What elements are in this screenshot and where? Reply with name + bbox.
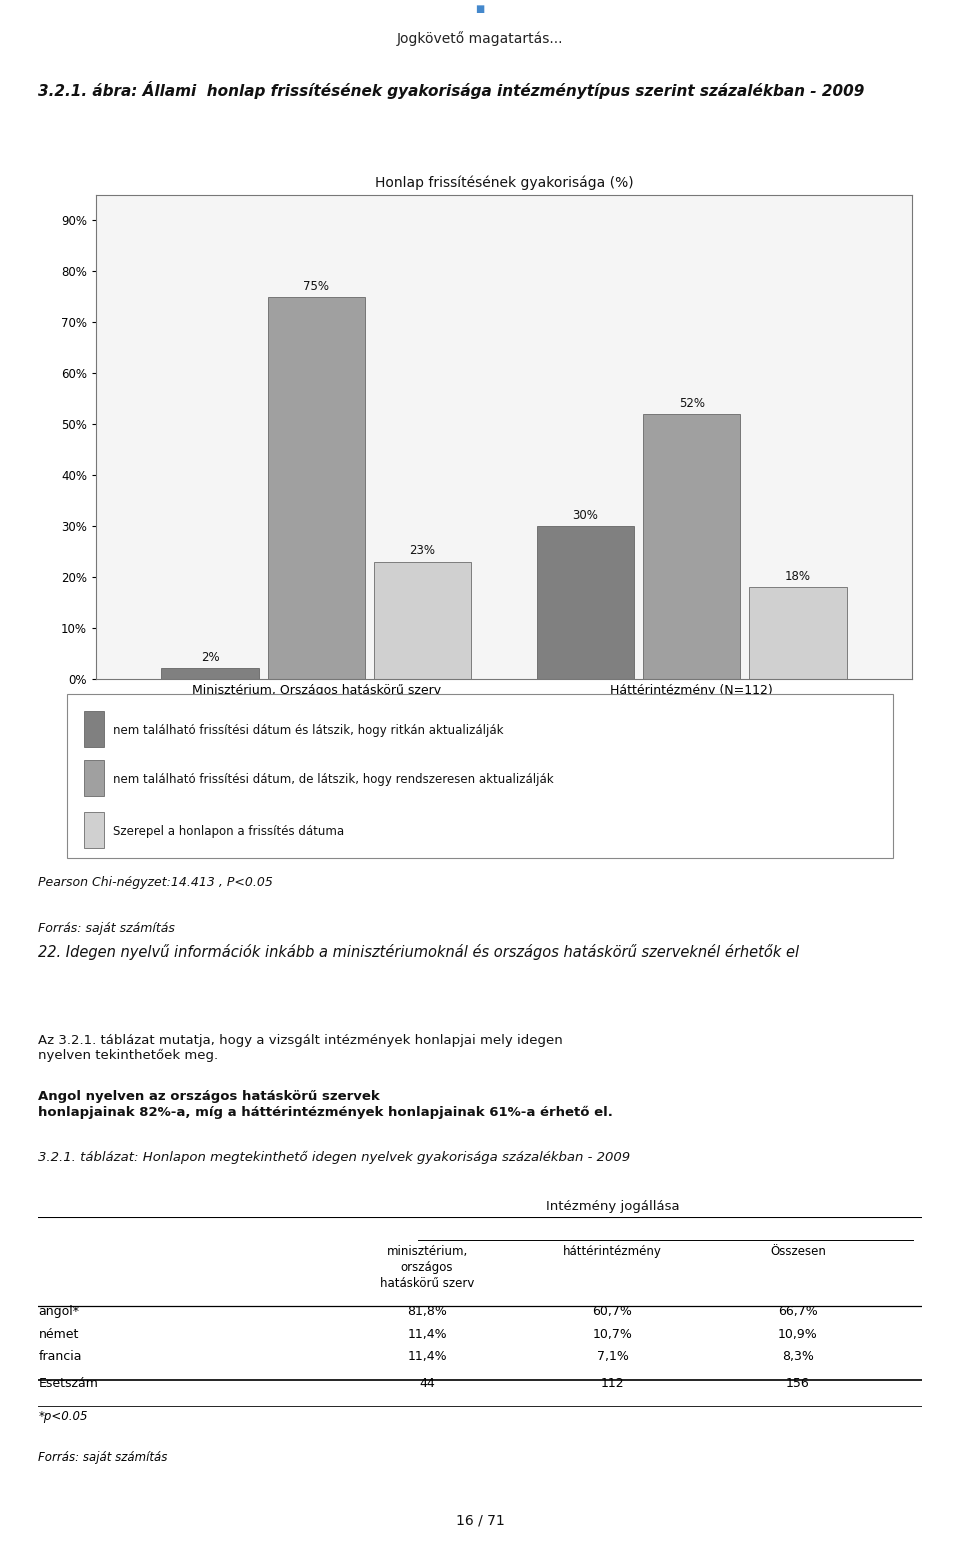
Text: 66,7%: 66,7% (778, 1304, 818, 1318)
Text: 23%: 23% (409, 544, 436, 557)
Text: 52%: 52% (679, 396, 705, 410)
Text: 22. Idegen nyelvű információk inkább a minisztériumoknál és országos hatáskörű s: 22. Idegen nyelvű információk inkább a m… (38, 944, 800, 959)
Text: 3.2.1. táblázat: Honlapon megtekinthető idegen nyelvek gyakorisága százalékban -: 3.2.1. táblázat: Honlapon megtekinthető … (38, 1151, 631, 1164)
Text: 10,7%: 10,7% (592, 1328, 633, 1340)
Text: Pearson Chi-négyzet:14.413 , P<0.05: Pearson Chi-négyzet:14.413 , P<0.05 (38, 877, 274, 889)
Text: háttérintézmény: háttérintézmény (564, 1245, 661, 1259)
Text: minisztérium,
országos
hatáskörű szerv: minisztérium, országos hatáskörű szerv (380, 1245, 474, 1290)
Text: angol*: angol* (38, 1304, 80, 1318)
Text: Az 3.2.1. táblázat mutatja, hogy a vizsgált intézmények honlapjai mely idegen
ny: Az 3.2.1. táblázat mutatja, hogy a vizsg… (38, 1034, 564, 1062)
FancyBboxPatch shape (84, 710, 105, 747)
Text: 81,8%: 81,8% (407, 1304, 447, 1318)
Text: 18%: 18% (784, 569, 811, 583)
Bar (268, 296, 365, 679)
Text: 7,1%: 7,1% (596, 1351, 629, 1363)
Text: Forrás: saját számítás: Forrás: saját számítás (38, 1451, 168, 1465)
FancyBboxPatch shape (84, 813, 105, 849)
Text: 3.2.1. ábra: Állami  honlap frissítésének gyakorisága intézménytípus szerint szá: 3.2.1. ábra: Állami honlap frissítésének… (38, 81, 865, 100)
Text: német: német (38, 1328, 79, 1340)
Text: Összesen: Összesen (770, 1245, 826, 1259)
Text: 60,7%: 60,7% (592, 1304, 633, 1318)
Text: 2%: 2% (201, 652, 220, 665)
Bar (161, 668, 259, 679)
Text: ■: ■ (475, 3, 485, 14)
FancyBboxPatch shape (67, 694, 893, 858)
Text: 16 / 71: 16 / 71 (456, 1513, 504, 1527)
Text: 75%: 75% (303, 279, 329, 293)
Text: 112: 112 (601, 1377, 624, 1390)
Text: francia: francia (38, 1351, 82, 1363)
Text: Intézmény jogállása: Intézmény jogállása (545, 1200, 680, 1214)
Text: Szerepel a honlapon a frissítés dátuma: Szerepel a honlapon a frissítés dátuma (112, 825, 344, 838)
Bar (373, 562, 471, 679)
Text: 156: 156 (786, 1377, 810, 1390)
Text: nem található frissítési dátum, de látszik, hogy rendszeresen aktualizálják: nem található frissítési dátum, de látsz… (112, 772, 553, 786)
Text: 11,4%: 11,4% (407, 1351, 446, 1363)
Bar (749, 587, 847, 679)
Bar (537, 526, 635, 679)
FancyBboxPatch shape (84, 760, 105, 796)
Text: 44: 44 (420, 1377, 435, 1390)
Text: Jogkövető magatartás...: Jogkövető magatartás... (396, 31, 564, 47)
Text: 8,3%: 8,3% (782, 1351, 814, 1363)
Text: 10,9%: 10,9% (778, 1328, 818, 1340)
Text: 11,4%: 11,4% (407, 1328, 446, 1340)
Text: nem található frissítési dátum és látszik, hogy ritkán aktualizálják: nem található frissítési dátum és látszi… (112, 724, 503, 736)
Text: Angol nyelven az országos hatáskörű szervek
honlapjainak 82%-a, míg a háttérinté: Angol nyelven az országos hatáskörű szer… (38, 1090, 613, 1119)
Text: 30%: 30% (573, 509, 598, 521)
Text: Forrás: saját számítás: Forrás: saját számítás (38, 922, 176, 934)
Text: Esetszám: Esetszám (38, 1377, 98, 1390)
Text: *p<0.05: *p<0.05 (38, 1410, 88, 1423)
Bar (643, 413, 740, 679)
Title: Honlap frissítésének gyakorisága (%): Honlap frissítésének gyakorisága (%) (374, 175, 634, 190)
